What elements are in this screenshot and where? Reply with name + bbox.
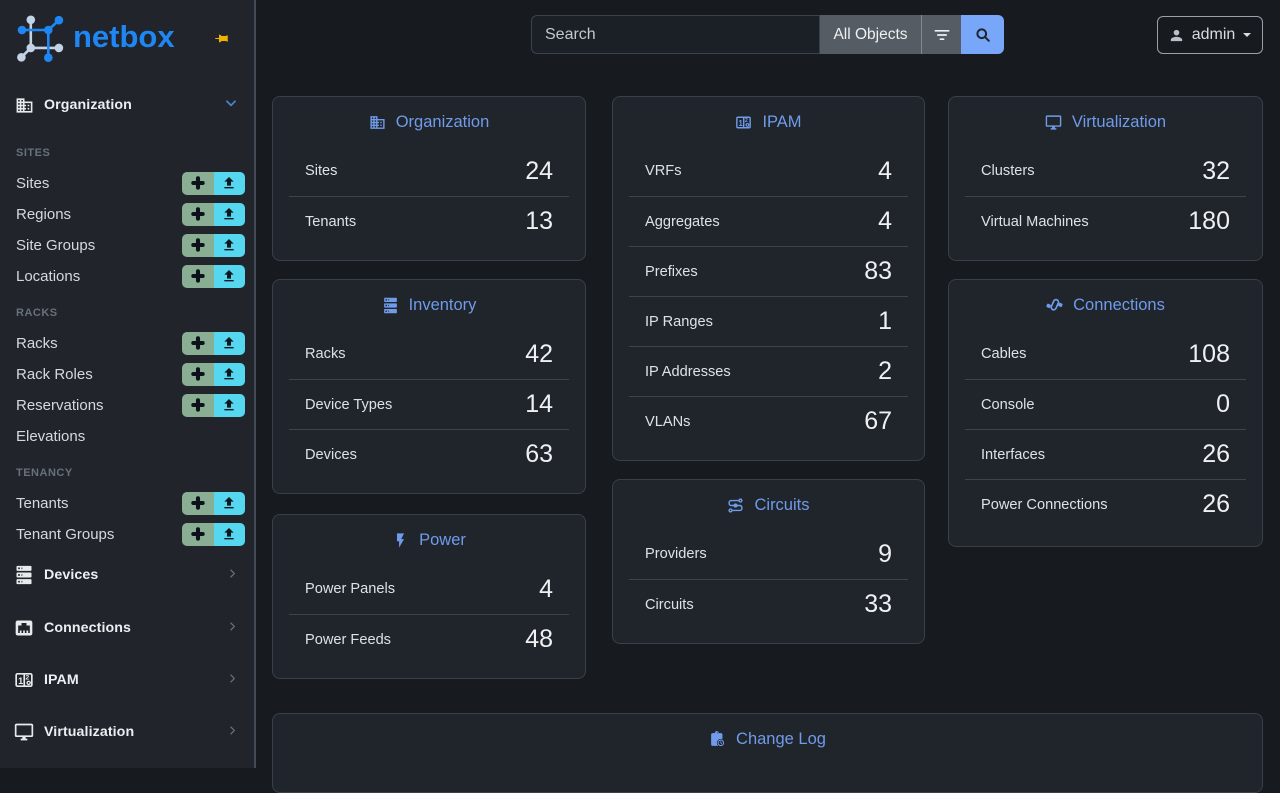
svg-text:1: 1 [18,676,23,686]
svg-text:2: 2 [745,118,748,124]
svg-text:2: 2 [26,675,30,682]
svg-text:1: 1 [739,118,744,127]
